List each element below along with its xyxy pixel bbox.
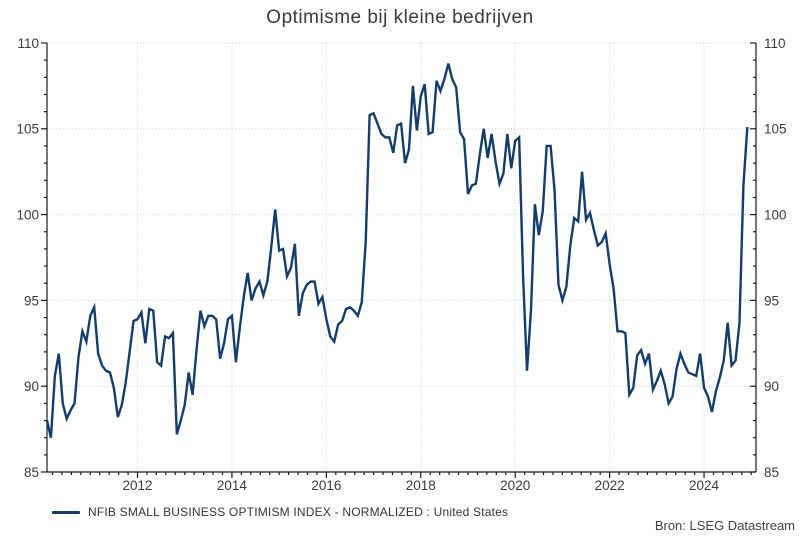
x-tick-labels: 2012 2014 2016 2018 2020 2022 2024 <box>122 478 719 493</box>
y-axis-label-left: 95 <box>24 293 39 308</box>
series <box>45 63 749 438</box>
y-axis-label-left: 90 <box>24 379 39 394</box>
axes <box>46 43 757 473</box>
horizontal-gridlines <box>47 42 756 387</box>
x-axis-label: 2014 <box>217 478 248 493</box>
legend-label: NFIB SMALL BUSINESS OPTIMISM INDEX - NOR… <box>88 505 509 519</box>
y-axis-label-right: 95 <box>764 293 779 308</box>
y-axis-label-right: 110 <box>764 36 786 51</box>
y-ticks <box>41 42 756 473</box>
legend-line-swatch <box>52 510 80 514</box>
y-axis-label-left: 110 <box>17 36 39 51</box>
x-axis-label: 2012 <box>122 478 152 493</box>
x-axis-label: 2022 <box>595 478 625 493</box>
y-axis-label-right: 100 <box>764 207 787 222</box>
x-axis-label: 2016 <box>311 478 341 493</box>
x-axis-label: 2020 <box>500 478 530 493</box>
series-line-nfib-optimism <box>45 63 749 438</box>
y-tick-labels: 85 85 90 90 95 95 100 100 105 105 110 110 <box>16 36 786 480</box>
source-credit: Bron: LSEG Datastream <box>654 518 795 533</box>
x-axis-label: 2018 <box>406 478 436 493</box>
vertical-gridlines <box>136 43 705 472</box>
x-axis-label: 2024 <box>689 478 720 493</box>
y-axis-label-left: 100 <box>16 207 39 222</box>
chart-title: Optimisme bij kleine bedrijven <box>266 7 534 28</box>
y-axis-label-left: 105 <box>16 122 39 137</box>
y-axis-label-right: 105 <box>764 122 787 137</box>
x-ticks <box>51 472 752 478</box>
legend: NFIB SMALL BUSINESS OPTIMISM INDEX - NOR… <box>52 504 508 520</box>
y-axis-label-right: 90 <box>764 379 779 394</box>
y-axis-label-left: 85 <box>24 465 39 480</box>
y-axis-label-right: 85 <box>764 465 779 480</box>
